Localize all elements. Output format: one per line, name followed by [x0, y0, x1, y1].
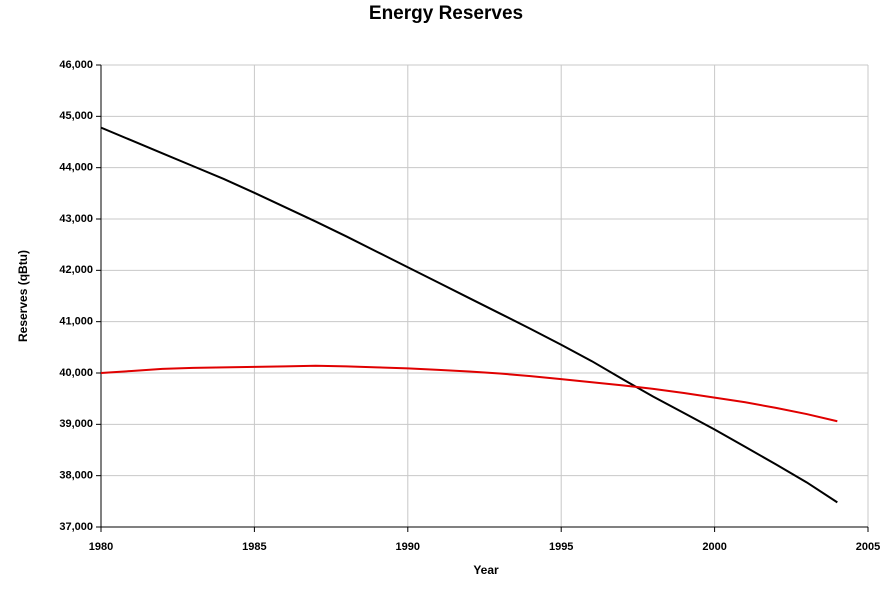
x-tick-label: 1990: [396, 541, 420, 553]
y-tick-label: 45,000: [59, 110, 93, 122]
x-tick-label: 2000: [702, 541, 726, 553]
x-tick-label: 1980: [89, 541, 113, 553]
series-line: [100, 126, 838, 504]
y-axis-label: Reserves (qBtu): [16, 250, 30, 342]
x-tick-label: 2005: [856, 541, 880, 553]
x-axis-label: Year: [473, 563, 499, 577]
series-line: [100, 364, 838, 423]
chart-title: Energy Reserves: [369, 3, 523, 24]
y-tick-label: 42,000: [59, 264, 93, 276]
x-tick-label: 1985: [242, 541, 266, 553]
y-tick-label: 40,000: [59, 367, 93, 379]
x-tick-label: 1995: [549, 541, 573, 553]
y-tick-label: 44,000: [59, 162, 93, 174]
y-tick-label: 41,000: [59, 316, 93, 328]
y-tick-label: 46,000: [59, 59, 93, 71]
y-tick-label: 38,000: [59, 470, 93, 482]
y-tick-label: 39,000: [59, 418, 93, 430]
y-tick-label: 43,000: [59, 213, 93, 225]
y-tick-label: 37,000: [59, 521, 93, 533]
